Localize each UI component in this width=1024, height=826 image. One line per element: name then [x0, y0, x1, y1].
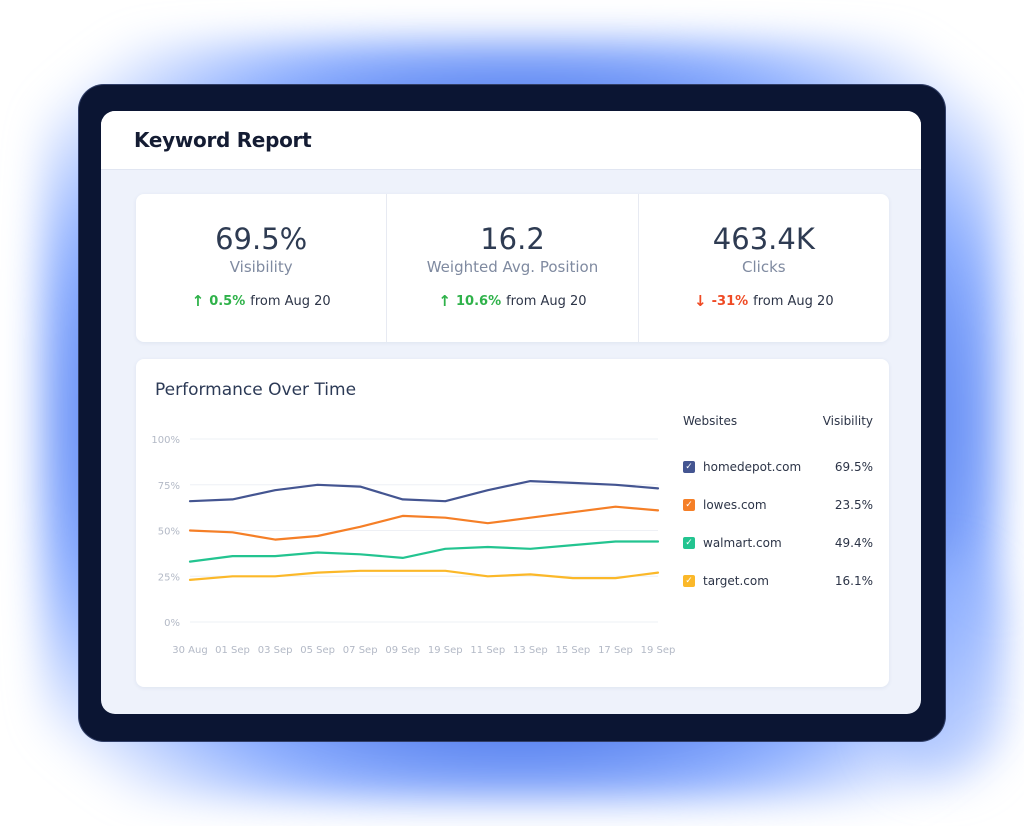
legend-site: target.com [703, 574, 769, 588]
arrow-up-icon: ↑ [191, 292, 205, 310]
x-tick-label: 07 Sep [343, 645, 378, 656]
series-line-homedepot [188, 479, 660, 503]
stat-value: 69.5% [215, 222, 308, 256]
arrow-down-icon: ↓ [694, 292, 707, 310]
checkbox-checked-icon[interactable]: ✓ [683, 461, 695, 473]
series-line-lowes [188, 505, 660, 541]
change-value: -31% [711, 293, 749, 309]
series-line-target [188, 569, 660, 581]
checkbox-checked-icon[interactable]: ✓ [683, 537, 695, 549]
stat-visibility: 69.5% Visibility ↑ 0.5% from Aug 20 [136, 194, 388, 342]
stat-change: ↑ 0.5% from Aug 20 [192, 292, 331, 310]
legend-header: Websites Visibility [683, 414, 873, 428]
stat-label: Visibility [229, 258, 293, 276]
stats-panel: 69.5% Visibility ↑ 0.5% from Aug 20 16.2… [136, 194, 889, 342]
checkbox-checked-icon[interactable]: ✓ [683, 499, 695, 511]
legend-value: 23.5% [834, 498, 873, 512]
stat-weighted-avg-position: 16.2 Weighted Avg. Position ↑ 10.6% from… [387, 194, 639, 342]
legend-site: homedepot.com [703, 460, 802, 474]
stat-clicks: 463.4K Clicks ↓ -31% from Aug 20 [639, 194, 889, 342]
legend-site: lowes.com [703, 498, 767, 512]
stat-value: 463.4K [712, 222, 815, 256]
performance-title: Performance Over Time [155, 380, 357, 400]
change-suffix: from Aug 20 [250, 293, 331, 309]
x-tick-label: 09 Sep [385, 645, 420, 656]
change-value: 0.5% [209, 293, 246, 309]
stat-change: ↓ -31% from Aug 20 [694, 292, 834, 310]
legend-item-target[interactable]: ✓ target.com 16.1% [683, 562, 873, 600]
legend-item-walmart[interactable]: ✓ walmart.com 49.4% [683, 524, 873, 562]
series-line-walmart [188, 540, 660, 563]
stat-label: Clicks [742, 258, 786, 276]
x-tick-label: 17 Sep [598, 645, 633, 656]
legend-item-homedepot[interactable]: ✓ homedepot.com 69.5% [683, 448, 873, 486]
legend-site: walmart.com [703, 536, 782, 550]
change-value: 10.6% [456, 293, 502, 309]
legend-value: 16.1% [834, 574, 873, 588]
legend-value: 69.5% [834, 460, 873, 474]
y-tick-label: 75% [158, 481, 180, 492]
legend-header-visibility: Visibility [822, 414, 873, 428]
x-tick-label: 15 Sep [556, 645, 591, 656]
y-tick-label: 100% [151, 435, 180, 446]
stat-change: ↑ 10.6% from Aug 20 [438, 292, 586, 310]
x-tick-label: 03 Sep [258, 645, 293, 656]
x-tick-label: 30 Aug [172, 645, 207, 656]
stat-value: 16.2 [480, 222, 545, 256]
x-tick-label: 19 Sep [428, 645, 463, 656]
y-tick-label: 0% [164, 618, 180, 629]
y-tick-label: 25% [158, 572, 180, 583]
x-tick-label: 05 Sep [300, 645, 335, 656]
x-tick-label: 19 Sep [641, 645, 676, 656]
x-tick-label: 13 Sep [513, 645, 548, 656]
checkbox-checked-icon[interactable]: ✓ [683, 575, 695, 587]
x-tick-label: 11 Sep [470, 645, 505, 656]
performance-line-chart: 100% 75% 50% 25% 0% 30 Aug 01 Sep 03 Sep 05 Sep 0… [151, 435, 676, 656]
legend-header-websites: Websites [683, 414, 738, 428]
arrow-up-icon: ↑ [438, 292, 451, 310]
report-header: Keyword Report [101, 111, 921, 170]
performance-panel: Performance Over Time 100% 75% 50% 25% 0% 30 … [136, 359, 889, 687]
y-tick-label: 50% [158, 527, 180, 538]
change-suffix: from Aug 20 [506, 293, 587, 309]
x-tick-label: 01 Sep [215, 645, 250, 656]
legend-value: 49.4% [834, 536, 873, 550]
stat-label: Weighted Avg. Position [426, 258, 599, 276]
change-suffix: from Aug 20 [753, 293, 834, 309]
report-title: Keyword Report [134, 128, 312, 152]
keyword-report-card: Keyword Report 69.5% Visibility ↑ 0.5% f… [101, 111, 921, 714]
legend-item-lowes[interactable]: ✓ lowes.com 23.5% [683, 486, 873, 524]
chart-legend: Websites Visibility ✓ homedepot.com 69.5… [683, 414, 873, 600]
